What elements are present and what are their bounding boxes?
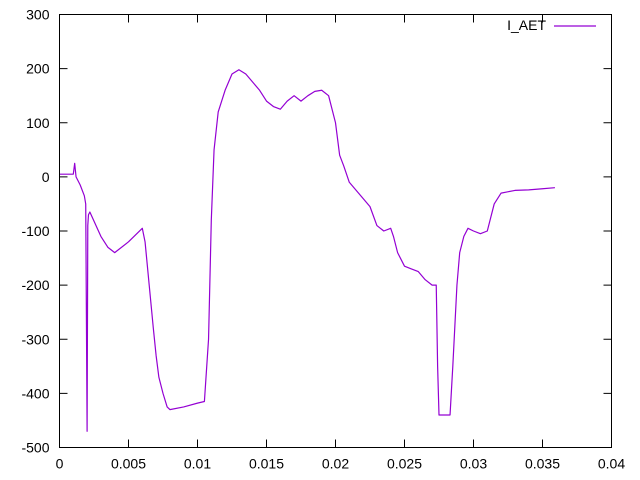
y-tick-label: 100 <box>26 115 50 131</box>
x-axis-ticks: 0 0.005 0.01 0.015 0.02 0.025 0.03 0.035 0.04 <box>56 14 625 472</box>
y-tick-label: -300 <box>21 331 49 347</box>
y-tick-label: 200 <box>26 61 50 77</box>
x-tick-label: 0.02 <box>322 456 349 472</box>
plot-frame <box>59 14 612 448</box>
x-tick-label: 0.025 <box>387 456 422 472</box>
y-tick-label: -200 <box>21 277 49 293</box>
y-tick-label: -400 <box>21 385 49 401</box>
x-tick-label: 0.015 <box>249 456 284 472</box>
x-tick-label: 0 <box>56 456 64 472</box>
y-tick-label: -500 <box>21 440 49 456</box>
x-tick-label: 0.03 <box>460 456 487 472</box>
y-tick-label: 0 <box>42 169 50 185</box>
legend: I_AET <box>507 17 596 33</box>
x-tick-label: 0.035 <box>525 456 560 472</box>
x-tick-label: 0.01 <box>184 456 211 472</box>
x-tick-label: 0.04 <box>598 456 625 472</box>
series-layer <box>59 69 555 432</box>
y-tick-label: 300 <box>26 7 50 23</box>
legend-label: I_AET <box>507 17 546 33</box>
y-axis-ticks: 300 200 100 0 -100 -200 -300 -400 -500 <box>21 7 612 456</box>
series-line-i-aet <box>59 69 555 432</box>
y-tick-label: -100 <box>21 223 49 239</box>
x-tick-label: 0.005 <box>111 456 146 472</box>
